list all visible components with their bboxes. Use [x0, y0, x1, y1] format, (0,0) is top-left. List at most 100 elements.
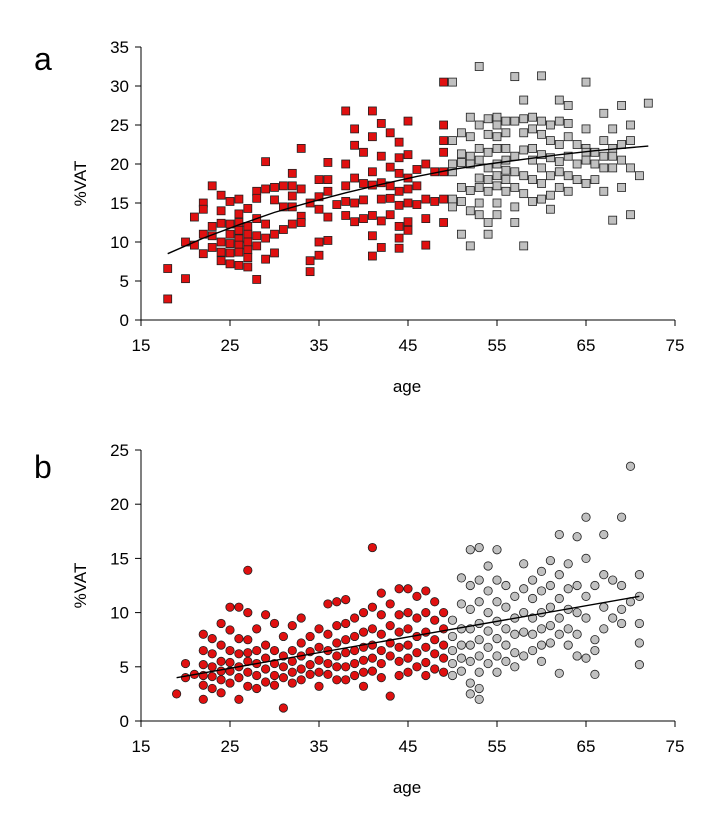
chart-b-data-point — [465, 689, 475, 699]
chart-a-panel-letter: a — [34, 41, 52, 77]
chart-a-data-point — [554, 116, 564, 126]
chart-b-data-point — [403, 640, 413, 650]
chart-b-data-point — [501, 624, 511, 634]
chart-b-data-point — [252, 645, 262, 656]
chart-b-data-point — [438, 608, 449, 618]
chart-b-data-point — [287, 667, 297, 677]
chart-b-data-point — [243, 608, 253, 618]
chart-b-data-point — [234, 673, 244, 683]
chart-b-data-point — [180, 673, 191, 683]
chart-b-data-point — [527, 593, 538, 604]
chart-b-data-point — [243, 681, 253, 691]
chart-b-data-point — [510, 629, 520, 639]
chart-a-data-point — [234, 247, 244, 257]
chart-a-data-point — [207, 181, 217, 191]
chart-b-data-point — [536, 586, 547, 596]
chart-b-data-point — [563, 584, 573, 594]
chart-a-data-point — [519, 241, 529, 251]
chart-a-data-point — [278, 202, 288, 212]
chart-b-x-tick-label: 65 — [577, 737, 596, 756]
chart-b-data-point — [483, 626, 493, 636]
chart-b-data-point — [394, 610, 404, 620]
chart-a-y-axis-title: %VAT — [71, 161, 90, 207]
chart-a-data-point — [643, 98, 653, 108]
chart-b-data-point — [590, 669, 600, 679]
chart-a-data-point — [474, 210, 484, 220]
chart-a-data-point — [234, 194, 244, 204]
chart-b-data-point — [252, 624, 262, 634]
chart-a-data-point — [617, 140, 626, 149]
chart-b-data-point — [394, 642, 404, 652]
chart-a-data-point — [314, 250, 324, 260]
chart-b-data-point — [358, 655, 369, 665]
chart-a-data-point — [537, 163, 546, 173]
chart-a-data-point — [403, 184, 413, 194]
chart-a-data-point — [617, 155, 626, 165]
chart-a-data-point — [563, 101, 573, 110]
chart-b-data-point — [438, 640, 449, 650]
chart-a-data-point — [537, 129, 546, 139]
chart-b-data-point — [394, 584, 404, 594]
chart-a-data-point — [359, 147, 368, 157]
chart-b-data-point — [456, 599, 466, 609]
chart-a-x-axis-title: age — [393, 377, 421, 396]
chart-a-data-point — [546, 120, 555, 130]
chart-a-data-point — [261, 254, 271, 264]
chart-a-data-point — [305, 267, 315, 277]
chart-b-data-point — [581, 613, 591, 623]
chart-b-data-point — [216, 656, 226, 666]
chart-a-data-point — [287, 181, 297, 191]
chart-a-data-point — [483, 186, 493, 196]
chart-a-data-point — [554, 167, 564, 177]
chart-b-data-point — [296, 664, 306, 674]
chart-a-data-point — [412, 165, 422, 174]
chart-b-y-tick-label: 5 — [120, 658, 129, 677]
chart-b-data-point — [234, 694, 244, 704]
chart-b-data-point — [492, 597, 502, 607]
chart-b-data-point — [590, 580, 600, 591]
chart-a-data-point — [181, 274, 190, 284]
chart-a-data-point — [510, 218, 520, 227]
chart-a-data-point — [483, 175, 493, 185]
chart-a-data-point — [270, 182, 279, 192]
chart-a-trend-line — [167, 145, 649, 255]
chart-b-data-point — [225, 602, 235, 612]
chart-b-data-point — [349, 670, 360, 681]
chart-b-data-point — [332, 597, 342, 607]
chart-b-data-point — [572, 532, 582, 542]
chart-a-data-point — [501, 175, 511, 185]
chart-b-data-point — [278, 673, 288, 683]
chart-b-data-point — [616, 512, 627, 522]
chart-b-data-point — [536, 624, 547, 634]
chart-b-data-point — [341, 594, 351, 605]
chart-b-data-point — [421, 608, 431, 618]
chart-a-data-point — [216, 247, 226, 257]
chart-a-data-point — [314, 237, 324, 247]
chart-a-data-point — [590, 147, 600, 157]
chart-a-data-point — [376, 216, 386, 226]
chart-a-data-point — [287, 191, 297, 201]
chart-a-data-point — [492, 181, 502, 191]
chart-b-data-point — [305, 631, 315, 642]
chart-b-data-point — [314, 642, 324, 652]
chart-b-data-point — [616, 604, 627, 614]
chart-a-data-point — [216, 256, 226, 266]
chart-b-data-point — [207, 649, 217, 659]
chart-a-data-point — [456, 197, 466, 206]
chart-a-data-point — [261, 184, 271, 194]
chart-b-data-point — [572, 651, 582, 661]
chart-a-data-point — [510, 116, 520, 126]
chart-a-data-point — [492, 143, 502, 153]
chart-b-data-point — [358, 627, 369, 637]
chart-b-data-point — [403, 608, 413, 618]
chart-b-data-point — [332, 621, 342, 631]
chart-a-data-point — [350, 217, 360, 227]
chart-b-data-point — [216, 675, 226, 685]
chart-a-data-point — [546, 190, 555, 200]
chart-b-data-point — [545, 555, 556, 566]
chart-a-data-point — [581, 155, 591, 165]
chart-a-data-point — [465, 186, 475, 195]
chart-a-data-point — [421, 214, 431, 224]
chart-a-data-point — [439, 194, 449, 204]
chart-a-data-point — [341, 197, 351, 206]
